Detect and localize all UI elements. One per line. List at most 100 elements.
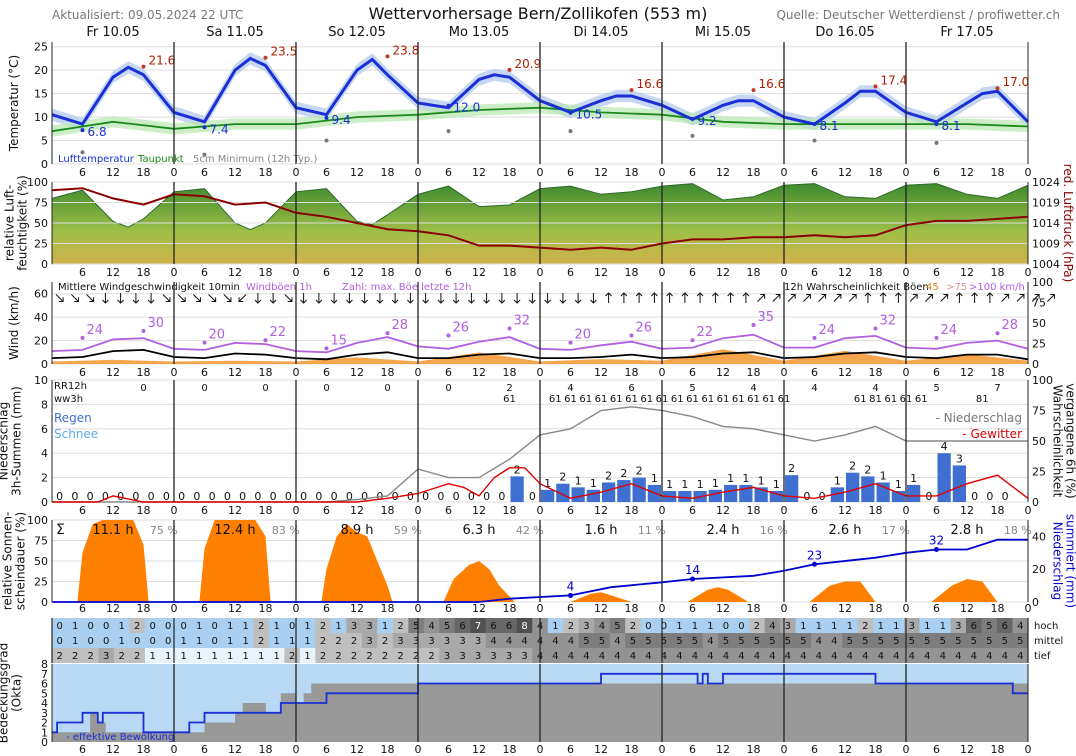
cloud-cell	[485, 618, 502, 633]
cloud-cell	[346, 618, 363, 633]
hour-tick: 6	[79, 504, 86, 517]
precip-bar-label: 1	[697, 478, 704, 491]
gust-max-label: 15	[331, 333, 348, 348]
cloud-cell-value: 1	[831, 621, 837, 632]
cloud-cover-bar	[1005, 683, 1014, 742]
cloud-cover-bar	[204, 722, 213, 742]
cloud-cell	[485, 633, 502, 648]
hour-tick: 12	[106, 166, 120, 179]
cloud-cell-value: 0	[88, 636, 94, 647]
sunshine-axis-tick: 100	[27, 514, 48, 527]
cloud-cell-value: 5	[645, 636, 651, 647]
cloud-cover-bar	[692, 683, 701, 742]
day-label: Fr 10.05	[86, 25, 139, 40]
precip-bar-label: 2	[864, 463, 871, 476]
hour-tick: 0	[781, 266, 788, 279]
cloud-axis-tick: 2	[41, 717, 48, 730]
arrow-shaft	[162, 294, 171, 302]
cloud-cell-value: 5	[769, 636, 775, 647]
cloud-cell-value: 7	[475, 621, 481, 632]
arrow-head	[1034, 293, 1040, 299]
sunshine-hours: 11.1 h	[92, 523, 133, 538]
cloud-cell-value: 4	[707, 651, 713, 662]
cloud-cell	[997, 618, 1014, 633]
cloud-cover-bar	[761, 683, 770, 742]
cloud-cover-bar	[395, 683, 404, 742]
cloud-cell-value: 2	[320, 636, 326, 647]
rr12h-value: 4	[567, 383, 573, 394]
precip-bar-label: 2	[636, 465, 643, 478]
precip-bar-label: 0	[239, 490, 246, 503]
wind-direction-arrow	[620, 292, 628, 303]
cloud-cell-value: 5	[599, 636, 605, 647]
precip-sum-point	[812, 561, 817, 567]
hour-tick: 12	[960, 743, 974, 756]
temp-max-label: 17.4	[881, 73, 908, 87]
cloud-cell	[625, 648, 642, 663]
precip-bar-label: 0	[315, 490, 322, 503]
cloud-cell-value: 3	[521, 651, 527, 662]
precip-bar-label: 2	[620, 467, 627, 480]
cloud-cover-bar	[799, 683, 808, 742]
cloud-cover-bar	[944, 683, 953, 742]
gust-max-point	[995, 331, 1000, 336]
hour-tick: 6	[689, 266, 696, 279]
hour-tick: 12	[716, 743, 730, 756]
ww3h-value: 61	[732, 394, 745, 405]
cloud-cell	[516, 633, 533, 648]
arrow-head	[132, 299, 140, 304]
wind-direction-arrow	[208, 294, 217, 303]
cloud-cell	[578, 648, 595, 663]
wind-direction-arrow	[86, 294, 95, 303]
arrow-shaft	[848, 294, 857, 302]
cloud-cell	[640, 618, 657, 633]
cloud-cell	[470, 633, 487, 648]
cloud-cell-value: 4	[800, 651, 806, 662]
wind-axis-tick: 20	[34, 335, 48, 348]
cloud-cover-bar	[303, 693, 312, 742]
cloud-cell	[408, 633, 425, 648]
cloud-cell	[857, 648, 874, 663]
hour-tick: 12	[838, 266, 852, 279]
cloud-cell	[516, 618, 533, 633]
rr12h-value: 0	[201, 383, 207, 394]
precip-bar-label: 1	[651, 472, 658, 485]
sunshine-percent: 59 %	[394, 524, 422, 537]
sunshine-percent: 18 %	[1004, 524, 1032, 537]
rr12h-value: 7	[994, 383, 1000, 394]
ww3h-value: 61	[884, 394, 897, 405]
cloud-cell-value: 4	[940, 651, 946, 662]
cloud-cell-value: 1	[196, 621, 202, 632]
precip-prob-axis-tick: 0	[1032, 496, 1039, 509]
precip-prob-axis-label: vergangene 6h (%)	[1064, 383, 1076, 498]
cloud-cell-value: 2	[88, 651, 94, 662]
cloud-cover-bar	[601, 683, 610, 742]
precip-bar-label: 0	[453, 490, 460, 503]
ww3h-value: 61	[625, 394, 638, 405]
arrow-head	[117, 299, 124, 304]
hour-tick: 6	[445, 366, 452, 379]
hour-tick: 6	[811, 266, 818, 279]
cloud-cell-value: 2	[134, 651, 140, 662]
gust-max-label: 35	[758, 310, 775, 325]
temp-axis-tick: 20	[34, 64, 48, 77]
cloud-cell-value: 1	[847, 621, 853, 632]
cloud-cover-bar	[280, 693, 289, 742]
cloud-cell-value: 1	[335, 621, 341, 632]
cloud-cell-value: 4	[986, 651, 992, 662]
cloud-cell	[950, 633, 967, 648]
cloud-cover-bar	[501, 683, 510, 742]
temp-min-label: 8.1	[820, 119, 839, 133]
cloud-cell-value: 1	[707, 621, 713, 632]
cloud-cell-value: 0	[738, 621, 744, 632]
hour-tick: 18	[869, 266, 883, 279]
hour-tick: 0	[781, 166, 788, 179]
cloud-cell	[423, 633, 440, 648]
precip-sum-point	[690, 576, 695, 582]
precip-bar	[830, 487, 844, 502]
hour-tick: 6	[445, 602, 452, 615]
precip-bar-label: 0	[117, 490, 124, 503]
page-title: Wettervorhersage Bern/Zollikofen (553 m)	[368, 4, 708, 23]
cloud-cell	[454, 618, 471, 633]
cloud-cell-value: 4	[614, 651, 620, 662]
